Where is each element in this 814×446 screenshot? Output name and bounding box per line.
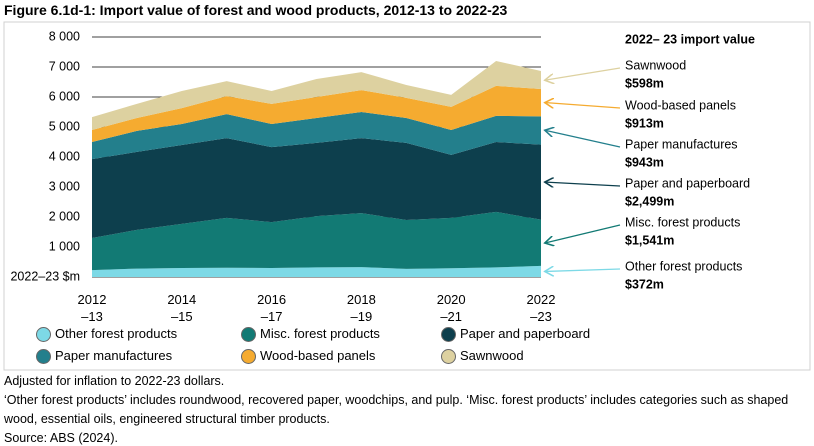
annotation-value: $1,541m (625, 233, 674, 247)
legend-marker (441, 349, 456, 364)
annotation-arrow (546, 67, 621, 80)
y-tick-label: 1 000 (49, 239, 80, 253)
x-tick-label: 2016 –17 (257, 292, 287, 324)
legend-marker (441, 327, 456, 342)
legend-label: Wood-based panels (260, 348, 376, 363)
y-tick-label: 2022–23 $m (10, 269, 80, 283)
area (92, 85, 541, 142)
x-tick-label: 2018 –19 (346, 292, 376, 324)
x-tick-label: 2020 –21 (436, 292, 466, 324)
annotation-arrow (546, 224, 621, 243)
y-tick-label: 5 000 (49, 119, 80, 133)
note: Source: ABS (2024). (4, 431, 118, 445)
y-tick-label: 6 000 (49, 89, 80, 103)
y-tick-label: 8 000 (49, 29, 80, 43)
area (92, 211, 541, 271)
annotation-title: 2022– 23 import value (625, 32, 755, 46)
legend-marker (36, 349, 51, 364)
annotation-name: Paper manufactures (625, 137, 738, 151)
notes: Adjusted for inflation to 2022-23 dollar… (4, 372, 810, 446)
annotation-name: Paper and paperboard (625, 176, 750, 190)
legend-label: Other forest products (55, 326, 178, 341)
note: Adjusted for inflation to 2022-23 dollar… (4, 374, 225, 388)
legend-label: Paper and paperboard (460, 326, 591, 341)
x-tick-label: 2012 –13 (77, 292, 107, 324)
legend-label: Sawnwood (460, 348, 524, 363)
annotation-name: Misc. forest products (625, 215, 740, 229)
legend-marker (241, 349, 256, 364)
x-tick-label: 2022 –23 (526, 292, 556, 324)
area (92, 61, 541, 130)
annotation-value: $372m (625, 277, 664, 291)
chart-title: Figure 6.1d-1: Import value of forest an… (4, 2, 508, 18)
area (92, 265, 541, 277)
legend-label: Misc. forest products (260, 326, 380, 341)
annotation-arrow (546, 130, 621, 148)
y-tick-label: 3 000 (49, 179, 80, 193)
annotation-arrow (546, 269, 621, 271)
area (92, 138, 541, 238)
y-tick-label: 4 000 (49, 149, 80, 163)
legend-marker (36, 327, 51, 342)
annotation-value: $913m (625, 116, 664, 130)
chart-frame (3, 21, 811, 371)
annotation-name: Other forest products (625, 259, 742, 273)
annotation-name: Wood-based panels (625, 98, 736, 112)
annotation-arrow (546, 182, 621, 186)
note: ‘Other forest products’ includes roundwo… (4, 393, 789, 426)
y-tick-label: 7 000 (49, 59, 80, 73)
annotation-value: $943m (625, 155, 664, 169)
area (92, 112, 541, 160)
annotation-arrow (546, 103, 621, 109)
y-tick-label: 2 000 (49, 209, 80, 223)
legend-label: Paper manufactures (55, 348, 173, 363)
annotation-name: Sawnwood (625, 58, 686, 72)
annotation-value: $598m (625, 76, 664, 90)
x-tick-label: 2014 –15 (167, 292, 197, 324)
annotation-value: $2,499m (625, 194, 674, 208)
legend-marker (241, 327, 256, 342)
